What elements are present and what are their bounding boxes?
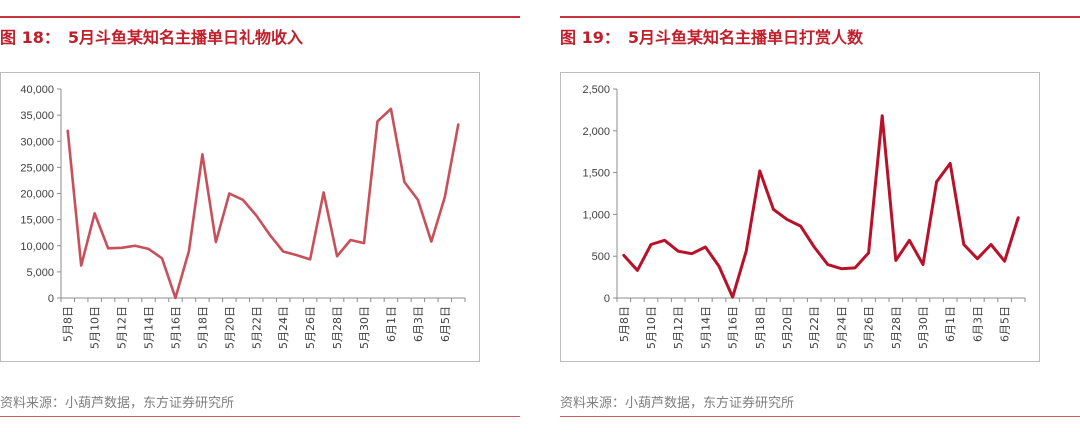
y-tick-label: 0 bbox=[604, 293, 610, 305]
top-rule bbox=[0, 16, 520, 18]
y-tick-label: 20,000 bbox=[20, 189, 54, 201]
x-tick-label: 5月8日 bbox=[62, 306, 75, 342]
x-tick-label: 6月3日 bbox=[971, 306, 984, 342]
x-tick-label: 5月16日 bbox=[727, 306, 740, 349]
tipping-users-line-chart: 0 500 1,000 1,500 2,000 2,500 5月8日 5月10日 5月12日 5月… bbox=[582, 84, 1026, 349]
figure-18-panel: 图 18： 5月斗鱼某知名主播单日礼物收入 0 5,000 10,000 15,000 2… bbox=[0, 0, 520, 432]
x-tick-label: 5月22日 bbox=[250, 306, 263, 349]
x-tick-label: 5月12日 bbox=[672, 306, 685, 349]
y-tick-label: 0 bbox=[48, 293, 54, 305]
y-tick-label: 25,000 bbox=[20, 162, 54, 174]
y-tick-label: 40,000 bbox=[20, 84, 54, 96]
y-tick-label: 2,500 bbox=[582, 84, 610, 96]
x-tick-label: 5月20日 bbox=[223, 306, 236, 349]
x-tick-label: 5月22日 bbox=[808, 306, 821, 349]
x-tick-label: 5月26日 bbox=[304, 306, 317, 349]
source-note: 资料来源：小葫芦数据，东方证券研究所 bbox=[0, 396, 235, 411]
top-rule bbox=[560, 16, 1080, 18]
y-tick-label: 1,500 bbox=[582, 168, 610, 180]
chart-frame: 0 5,000 10,000 15,000 20,000 25,000 30,000 35,0… bbox=[0, 72, 480, 362]
y-tick-label: 500 bbox=[592, 251, 610, 263]
figure-title: 图 18： 5月斗鱼某知名主播单日礼物收入 bbox=[0, 24, 311, 48]
x-tick-label: 5月10日 bbox=[89, 306, 102, 349]
x-tick-label: 5月10日 bbox=[645, 306, 658, 349]
x-tick-label: 5月24日 bbox=[835, 306, 848, 349]
bottom-rule bbox=[560, 416, 1080, 417]
y-tick-label: 5,000 bbox=[26, 267, 54, 279]
bottom-rule bbox=[0, 416, 520, 417]
y-tick-label: 1,000 bbox=[582, 209, 610, 221]
chart-frame: 0 500 1,000 1,500 2,000 2,500 5月8日 5月10日 5月12日 5月… bbox=[560, 72, 1040, 362]
figure-title-text: 5月斗鱼某知名主播单日打赏人数 bbox=[627, 28, 863, 47]
x-tick-label: 6月5日 bbox=[999, 306, 1012, 342]
x-tick-label: 5月14日 bbox=[699, 306, 712, 349]
x-tick-label: 5月28日 bbox=[331, 306, 344, 349]
x-tick-label: 6月5日 bbox=[439, 306, 452, 342]
x-tick-label: 5月26日 bbox=[863, 306, 876, 349]
gift-income-line-chart: 0 5,000 10,000 15,000 20,000 25,000 30,000 35,0… bbox=[20, 84, 466, 349]
y-tick-label: 15,000 bbox=[20, 215, 54, 227]
x-tick-label: 6月1日 bbox=[944, 306, 957, 342]
x-tick-label: 5月16日 bbox=[169, 306, 182, 349]
figure-number: 图 19： bbox=[560, 28, 620, 47]
x-tick-label: 5月30日 bbox=[358, 306, 371, 349]
x-tick-label: 5月30日 bbox=[917, 306, 930, 349]
x-tick-label: 6月1日 bbox=[385, 306, 398, 342]
y-tick-label: 30,000 bbox=[20, 136, 54, 148]
y-tick-label: 35,000 bbox=[20, 110, 54, 122]
figure-number: 图 18： bbox=[0, 28, 60, 47]
x-tick-label: 5月12日 bbox=[116, 306, 129, 349]
series-line bbox=[66, 107, 460, 300]
x-tick-label: 5月8日 bbox=[618, 306, 631, 342]
figure-title-text: 5月斗鱼某知名主播单日礼物收入 bbox=[67, 28, 303, 47]
x-tick-label: 6月3日 bbox=[412, 306, 425, 342]
series-line bbox=[622, 114, 1020, 299]
x-tick-label: 5月18日 bbox=[754, 306, 767, 349]
y-tick-label: 2,000 bbox=[582, 126, 610, 138]
x-tick-label: 5月24日 bbox=[277, 306, 290, 349]
x-tick-label: 5月18日 bbox=[196, 306, 209, 349]
x-tick-label: 5月20日 bbox=[781, 306, 794, 349]
x-tick-label: 5月14日 bbox=[143, 306, 156, 349]
figure-19-panel: 图 19： 5月斗鱼某知名主播单日打赏人数 0 500 1,000 1,500 2,000… bbox=[560, 0, 1080, 432]
x-tick-label: 5月28日 bbox=[890, 306, 903, 349]
y-tick-label: 10,000 bbox=[20, 241, 54, 253]
source-note: 资料来源：小葫芦数据，东方证券研究所 bbox=[560, 396, 795, 411]
figure-title: 图 19： 5月斗鱼某知名主播单日打赏人数 bbox=[560, 24, 871, 48]
